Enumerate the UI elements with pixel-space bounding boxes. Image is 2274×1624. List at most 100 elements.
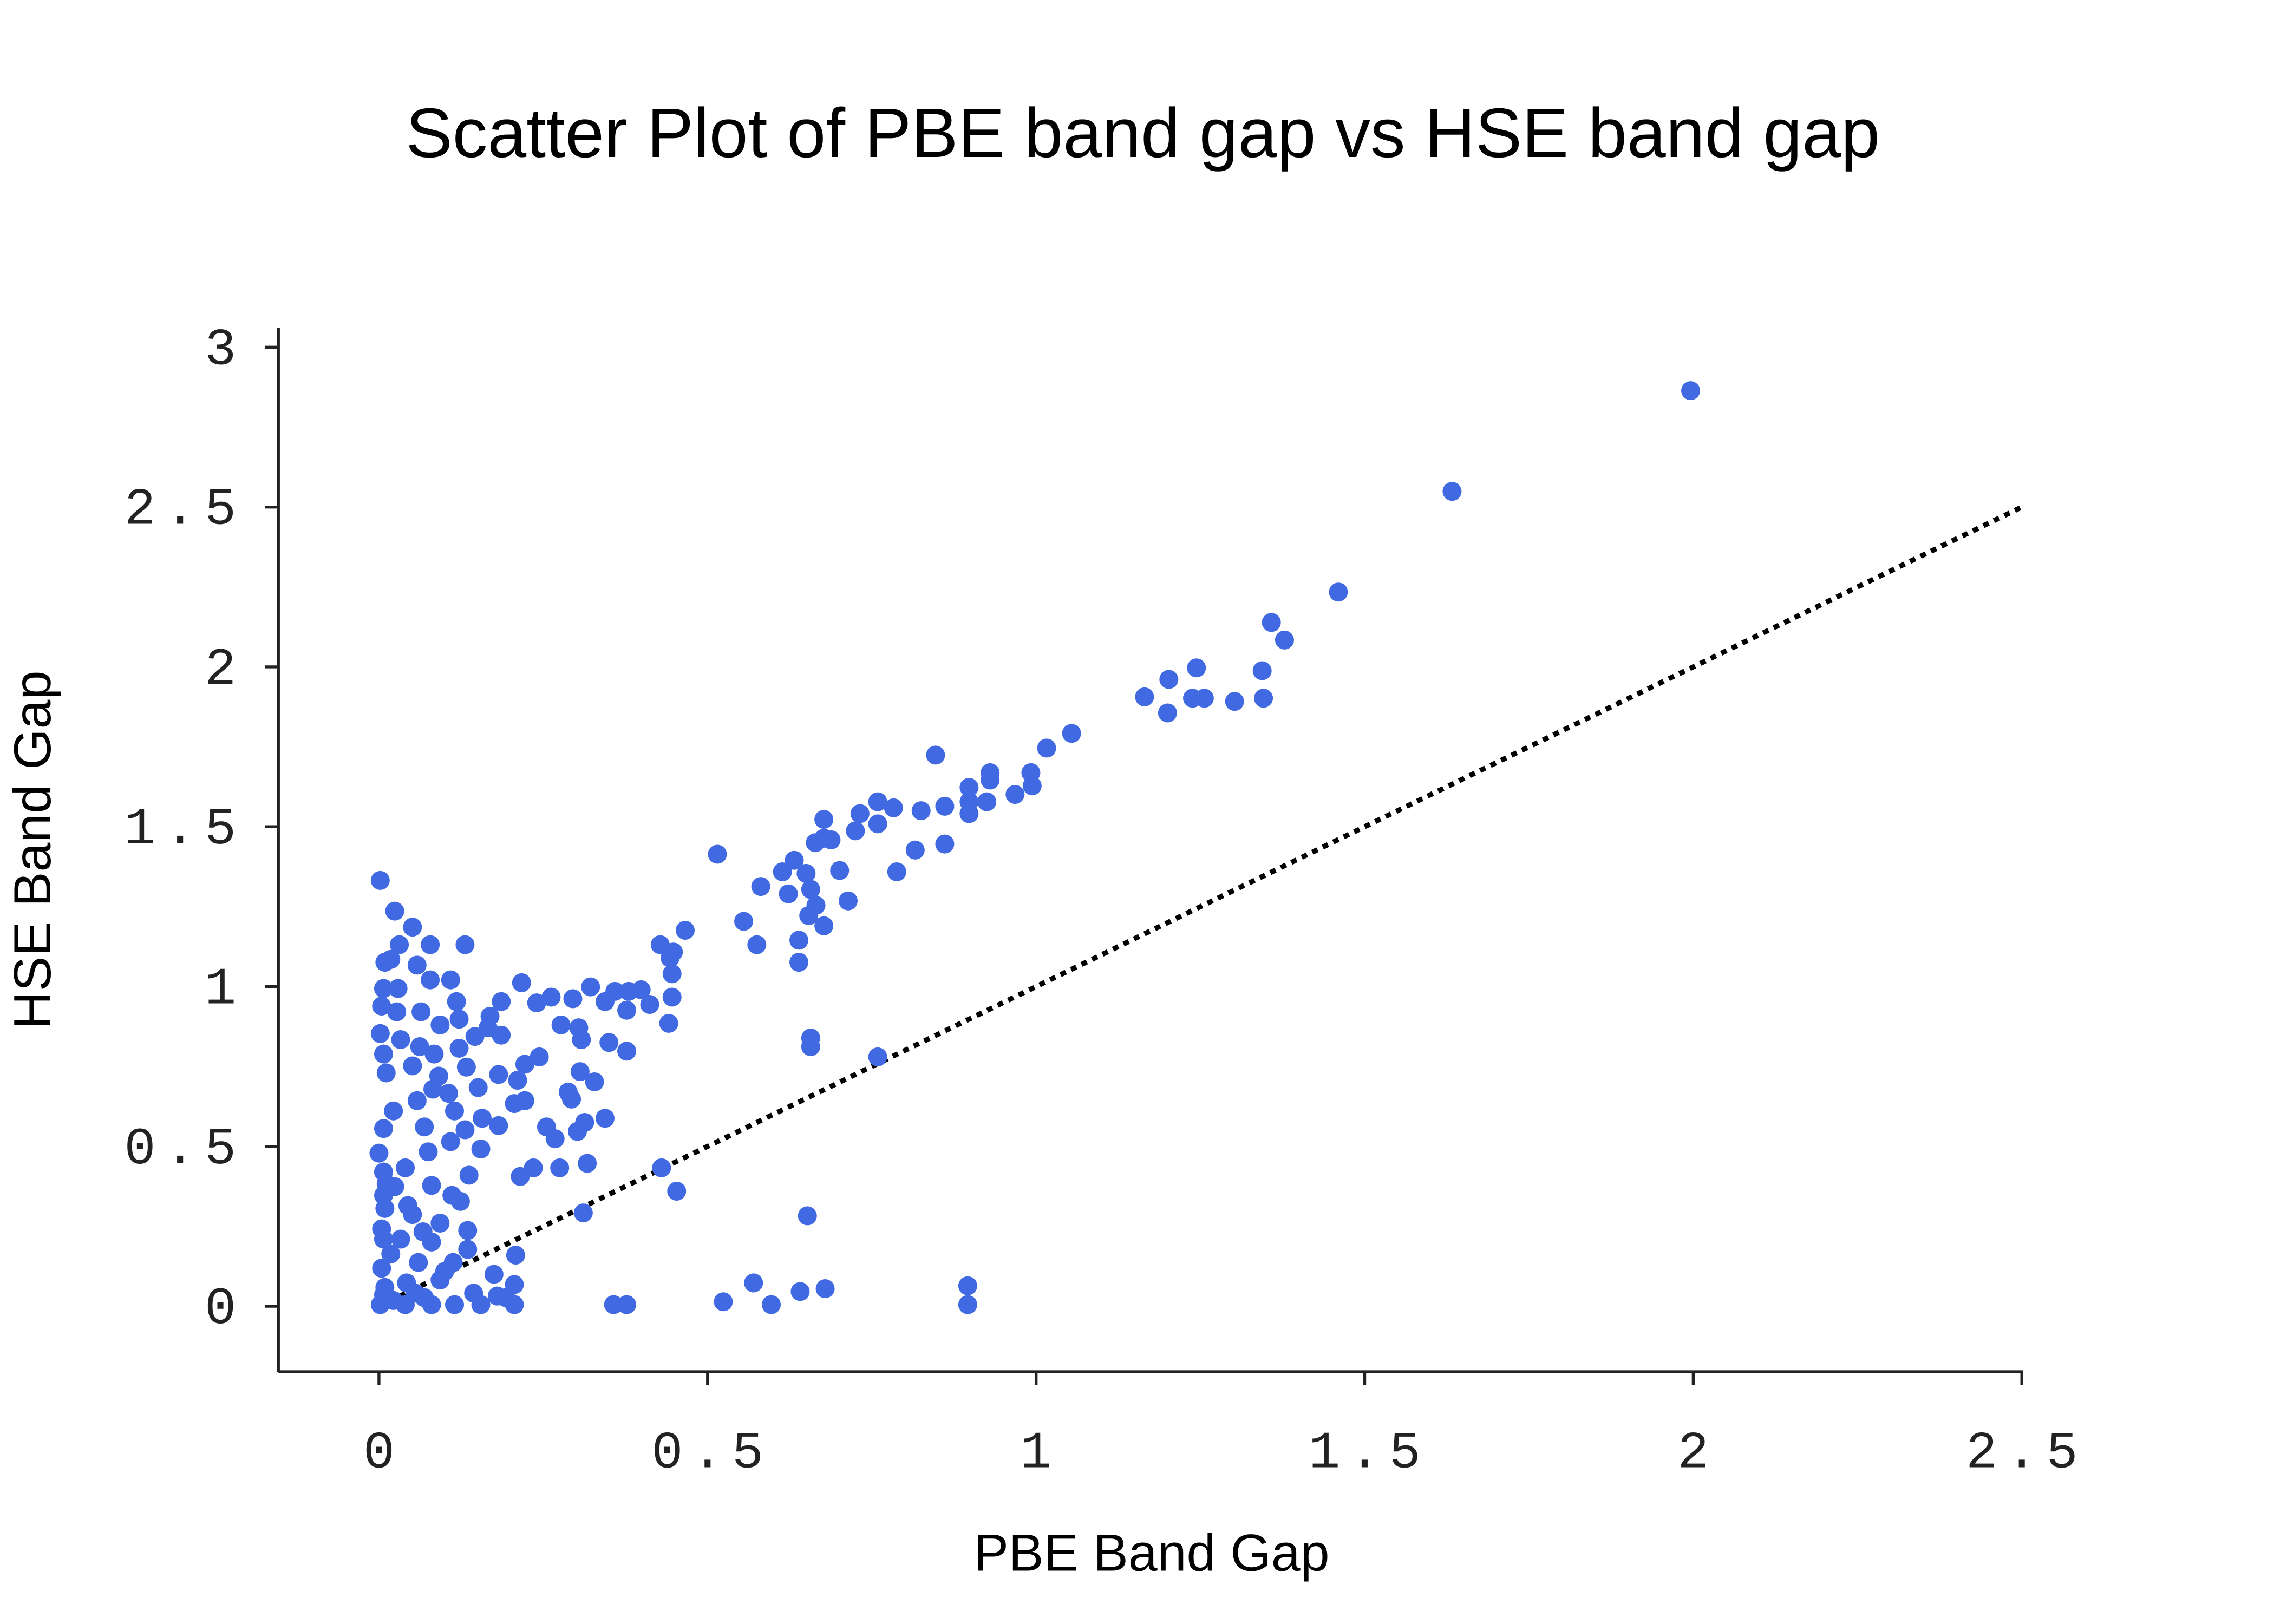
scatter-point (472, 1109, 492, 1128)
scatter-point (441, 970, 460, 990)
scatter-point (744, 1273, 763, 1293)
scatter-point (374, 1229, 393, 1249)
scatter-point (374, 1285, 393, 1305)
scatter-point (905, 840, 925, 860)
scatter-point (1005, 785, 1025, 804)
scatter-point (595, 1109, 615, 1128)
scatter-point (447, 992, 466, 1011)
scatter-point (868, 1047, 887, 1066)
scatter-point (868, 814, 887, 834)
scatter-point (815, 1279, 835, 1299)
scatter-point (512, 973, 531, 992)
scatter-point (801, 1037, 820, 1057)
scatter-point (581, 977, 600, 997)
scatter-point (410, 1037, 429, 1057)
scatter-point (450, 1191, 470, 1211)
scatter-point (550, 1158, 570, 1177)
scatter-point (455, 935, 475, 954)
scatter-point (419, 1142, 438, 1162)
scatter-point (734, 912, 754, 931)
scatter-point (489, 1065, 508, 1084)
scatter-point (959, 804, 979, 823)
scatter-point (455, 1120, 475, 1140)
scatter-point (390, 935, 409, 954)
scatter-point (441, 1132, 460, 1151)
scatter-point (652, 1158, 671, 1177)
scatter-point (617, 1000, 637, 1020)
scatter-point (790, 1282, 810, 1301)
scatter-point (423, 1079, 442, 1099)
y-tick-label: 1.5 (124, 800, 245, 860)
scatter-point (541, 987, 561, 1007)
scatter-point (801, 880, 820, 899)
scatter-point (799, 906, 819, 925)
scatter-point (492, 1025, 511, 1045)
scatter-point (398, 1196, 417, 1215)
scatter-point (421, 935, 440, 954)
y-axis-label: HSE Band Gap (3, 671, 62, 1030)
scatter-point (387, 1002, 407, 1021)
chart-title: Scatter Plot of PBE band gap vs HSE band… (406, 94, 1880, 172)
scatter-point (659, 1013, 678, 1033)
scatter-point (667, 1181, 687, 1201)
scatter-point (562, 1089, 581, 1109)
scatter-point (958, 1295, 977, 1314)
scatter-point (471, 1139, 491, 1158)
scatter-point (391, 1229, 410, 1249)
scatter-point (959, 778, 979, 797)
scatter-point (604, 1295, 623, 1314)
scatter-point (567, 1122, 587, 1141)
scatter-point (789, 931, 808, 950)
scatter-point (911, 801, 931, 821)
scatter-point (1442, 482, 1462, 501)
scatter-point (492, 992, 511, 1011)
scatter-point (981, 770, 1000, 790)
scatter-point (958, 1276, 977, 1295)
scatter-point (1037, 738, 1056, 758)
scatter-point (374, 1044, 393, 1064)
scatter-point (376, 1063, 396, 1083)
scatter-point (619, 981, 638, 1001)
scatter-point (814, 916, 834, 935)
scatter-point (409, 1253, 428, 1272)
scatter-point (370, 870, 390, 890)
scatter-point (422, 1176, 441, 1195)
scatter-point (411, 1002, 431, 1021)
scatter-point (977, 792, 997, 811)
scatter-point (545, 1129, 565, 1149)
scatter-point (573, 1203, 593, 1223)
scatter-point (439, 1084, 459, 1103)
scatter-point (435, 1262, 454, 1281)
scatter-point (375, 953, 395, 972)
y-tick-label: 1 (205, 960, 245, 1019)
scatter-point (806, 833, 825, 853)
scatter-point (465, 1027, 485, 1046)
scatter-point (458, 1221, 478, 1240)
scatter-point (508, 1071, 527, 1090)
scatter-point (1159, 670, 1179, 689)
scatter-point (459, 1165, 479, 1185)
scatter-point (747, 935, 767, 954)
scatter-point (403, 918, 422, 937)
scatter-point (489, 1116, 508, 1135)
scatter-point (471, 1295, 491, 1314)
scatter-point (661, 948, 680, 967)
x-tick-label: 0 (363, 1424, 403, 1484)
scatter-point (372, 1259, 391, 1278)
scatter-point (650, 935, 670, 954)
scatter-point (430, 1213, 450, 1233)
scatter-point (935, 834, 955, 854)
scatter-point (1252, 661, 1272, 680)
scatter-point (406, 1284, 425, 1303)
scatter-point (662, 987, 682, 1007)
scatter-point (1022, 776, 1042, 796)
scatter-point (662, 964, 682, 984)
scatter-point (1183, 689, 1203, 708)
scatter-point (850, 804, 870, 823)
scatter-point (884, 798, 903, 817)
scatter-point (585, 1072, 604, 1091)
scatter-point (785, 850, 804, 870)
y-tick-label: 0.5 (124, 1120, 245, 1180)
scatter-point (496, 1288, 515, 1307)
scatter-point (370, 1024, 390, 1043)
